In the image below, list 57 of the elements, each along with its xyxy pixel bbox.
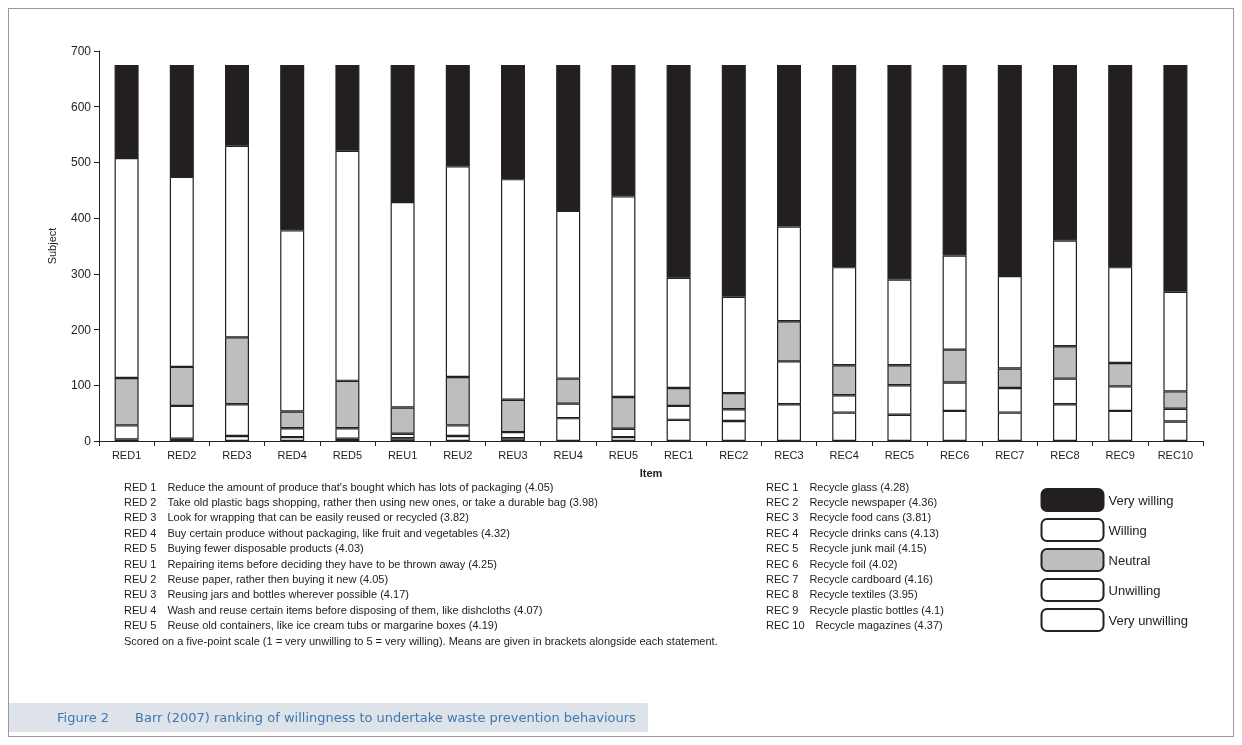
text: REU 1 Repairing items before deciding they have to be thrown away (4.25) bbox=[124, 557, 497, 570]
text: REC 7 Recycle cardboard (4.16) bbox=[766, 572, 933, 585]
x-tick-label: RED2 bbox=[167, 448, 197, 461]
x-tick-label: REC3 bbox=[774, 448, 804, 461]
x-tick-label: REC2 bbox=[719, 448, 749, 461]
x-tick-label: RED3 bbox=[222, 448, 252, 461]
text: RED 4 Buy certain produce without packaging, like fruit and vegetables (4.32) bbox=[124, 526, 510, 539]
y-tick-label: 600 bbox=[70, 99, 92, 114]
x-tick-label: REC8 bbox=[1050, 448, 1080, 461]
text: RED 2 Take old plastic bags shopping, rather then using new ones, or take a durable bag (3.98) bbox=[124, 495, 598, 508]
text: REC 8 Recycle textiles (3.95) bbox=[766, 588, 918, 601]
text: Figure 2 Barr (2007) ranking of willingness to undertake waste prevention behaviours bbox=[57, 710, 637, 725]
legend-label: Willing bbox=[1108, 522, 1147, 538]
y-tick-label: 300 bbox=[70, 266, 92, 281]
x-axis-title: Item bbox=[639, 466, 663, 479]
y-tick-label: 500 bbox=[70, 155, 92, 170]
x-tick-label: RED4 bbox=[277, 448, 307, 461]
text: RED 5 Buying fewer disposable products (4.03) bbox=[124, 542, 364, 555]
y-tick-label: 700 bbox=[70, 44, 92, 58]
y-tick-label: 200 bbox=[70, 322, 92, 337]
text: RED 1 Reduce the amount of produce that's bought which has lots of packaging (4.05) bbox=[124, 480, 554, 493]
text: RED 3 Look for wrapping that can be easily reused or recycled (3.82) bbox=[124, 511, 469, 524]
x-tick-label: REU5 bbox=[608, 448, 639, 461]
x-tick-label: REC1 bbox=[663, 448, 694, 461]
x-tick-label: RED5 bbox=[332, 448, 363, 461]
text: REC 10 Recycle magazines (4.37) bbox=[766, 619, 943, 632]
text: REC 4 Recycle drinks cans (4.13) bbox=[766, 526, 940, 539]
x-tick-label: REU2 bbox=[443, 448, 473, 461]
x-tick-label: RED1 bbox=[111, 448, 142, 461]
text: Scored on a five-point scale (1 = very unwilling to 5 = very willing). Means are given in brackets alongside each statement. bbox=[124, 634, 718, 647]
text: REC 3 Recycle food cans (3.81) bbox=[766, 511, 932, 524]
x-tick-label: REC9 bbox=[1105, 448, 1135, 461]
text: REC 2 Recycle newspaper (4.36) bbox=[766, 495, 938, 508]
x-tick-label: REC7 bbox=[995, 448, 1025, 461]
text: REU 3 Reusing jars and bottles wherever possible (4.17) bbox=[124, 588, 409, 601]
y-tick-label: 400 bbox=[70, 211, 92, 226]
legend-label: Unwilling bbox=[1108, 582, 1161, 598]
text: REU 4 Wash and reuse certain items before disposing of them, like dishcloths (4.07) bbox=[124, 603, 543, 616]
y-tick-label: 100 bbox=[70, 378, 92, 393]
legend-label: Very willing bbox=[1108, 492, 1174, 508]
text: REU 2 Reuse paper, rather then buying it new (4.05) bbox=[124, 572, 389, 585]
text: REC 5 Recycle junk mail (4.15) bbox=[766, 542, 927, 555]
y-tick-label: 0 bbox=[84, 434, 92, 448]
legend-label: Neutral bbox=[1108, 552, 1151, 568]
x-tick-label: REU1 bbox=[387, 448, 418, 461]
x-tick-label: REC5 bbox=[884, 448, 915, 461]
y-axis-title: Subject bbox=[45, 227, 58, 265]
x-tick-label: REC10 bbox=[1157, 448, 1194, 461]
x-tick-label: REU3 bbox=[498, 448, 528, 461]
text: REC 9 Recycle plastic bottles (4.1) bbox=[766, 603, 944, 616]
text: REU 5 Reuse old containers, like ice cream tubs or margarine boxes (4.19) bbox=[124, 619, 498, 632]
text: REC 1 Recycle glass (4.28) bbox=[766, 480, 910, 493]
legend-label: Very unwilling bbox=[1108, 612, 1189, 628]
text: REC 6 Recycle foil (4.02) bbox=[766, 557, 898, 570]
x-tick-label: REC4 bbox=[829, 448, 859, 461]
x-tick-label: REC6 bbox=[939, 448, 970, 461]
x-tick-label: REU4 bbox=[553, 448, 583, 461]
